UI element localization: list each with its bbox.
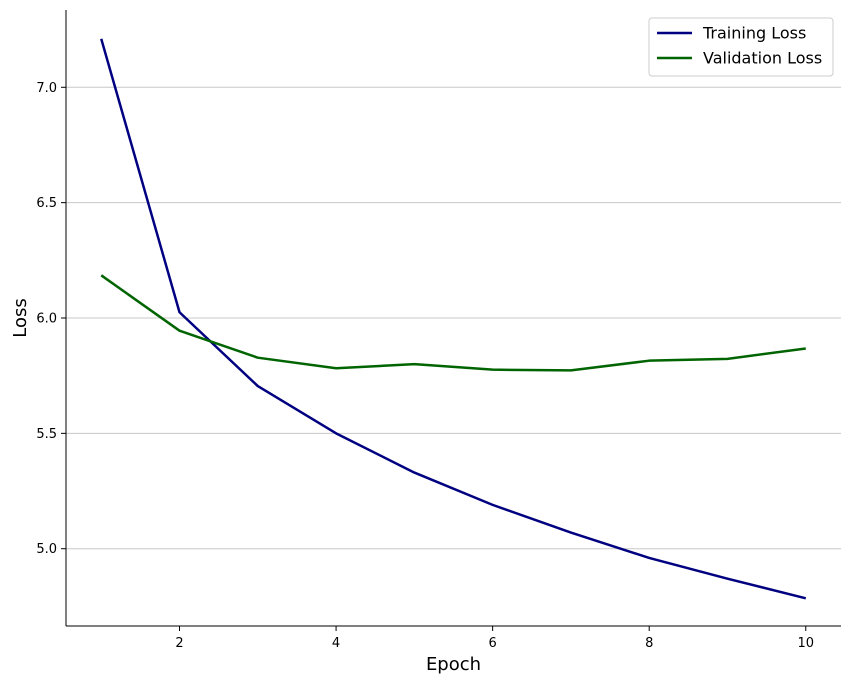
x-axis-label: Epoch xyxy=(426,654,481,675)
series-1-point-2 xyxy=(257,356,259,358)
series-0-point-0 xyxy=(100,38,102,40)
x-tick-label-2: 6 xyxy=(489,636,497,651)
y-tick-label-3: 6.5 xyxy=(36,196,57,211)
series-1-point-3 xyxy=(335,367,337,369)
y-tick-label-0: 5.0 xyxy=(36,542,57,557)
series-0-point-7 xyxy=(648,557,650,559)
series-1-point-7 xyxy=(648,359,650,361)
legend-box xyxy=(648,17,834,77)
x-tick-label-3: 8 xyxy=(645,636,653,651)
ticks: 2 4 6 8 10 5.0 5.5 6.0 6.5 7.0 xyxy=(36,81,814,651)
x-tick-label-1: 4 xyxy=(332,636,340,651)
series-1-point-6 xyxy=(570,369,572,371)
series-0-point-4 xyxy=(413,471,415,473)
series-line-0 xyxy=(100,38,807,600)
legend: Training Loss Validation Loss xyxy=(648,17,834,77)
legend-label-1: Validation Loss xyxy=(703,49,822,68)
series-0-point-3 xyxy=(335,432,337,434)
series-0-point-9 xyxy=(805,597,807,599)
series-1-point-0 xyxy=(100,274,102,276)
y-tick-label-1: 5.5 xyxy=(36,427,57,442)
series-0-point-8 xyxy=(726,578,728,580)
grid-lines xyxy=(66,86,841,550)
series-line-1 xyxy=(100,274,806,372)
series-1-point-5 xyxy=(491,368,493,370)
series-layer xyxy=(100,38,807,600)
series-1-point-4 xyxy=(413,363,415,365)
series-1-point-8 xyxy=(726,358,728,360)
series-0-point-5 xyxy=(491,504,493,506)
x-tick-label-4: 10 xyxy=(797,636,814,651)
series-1-point-9 xyxy=(805,347,807,349)
y-tick-label-2: 6.0 xyxy=(36,312,57,327)
y-tick-label-4: 7.0 xyxy=(36,81,57,96)
series-0-point-2 xyxy=(257,385,259,387)
series-0-point-1 xyxy=(178,311,180,313)
y-axis-label: Loss xyxy=(10,298,31,337)
series-0-point-6 xyxy=(570,531,572,533)
legend-label-0: Training Loss xyxy=(702,24,806,43)
series-1-point-1 xyxy=(178,329,180,331)
x-tick-label-0: 2 xyxy=(175,636,183,651)
